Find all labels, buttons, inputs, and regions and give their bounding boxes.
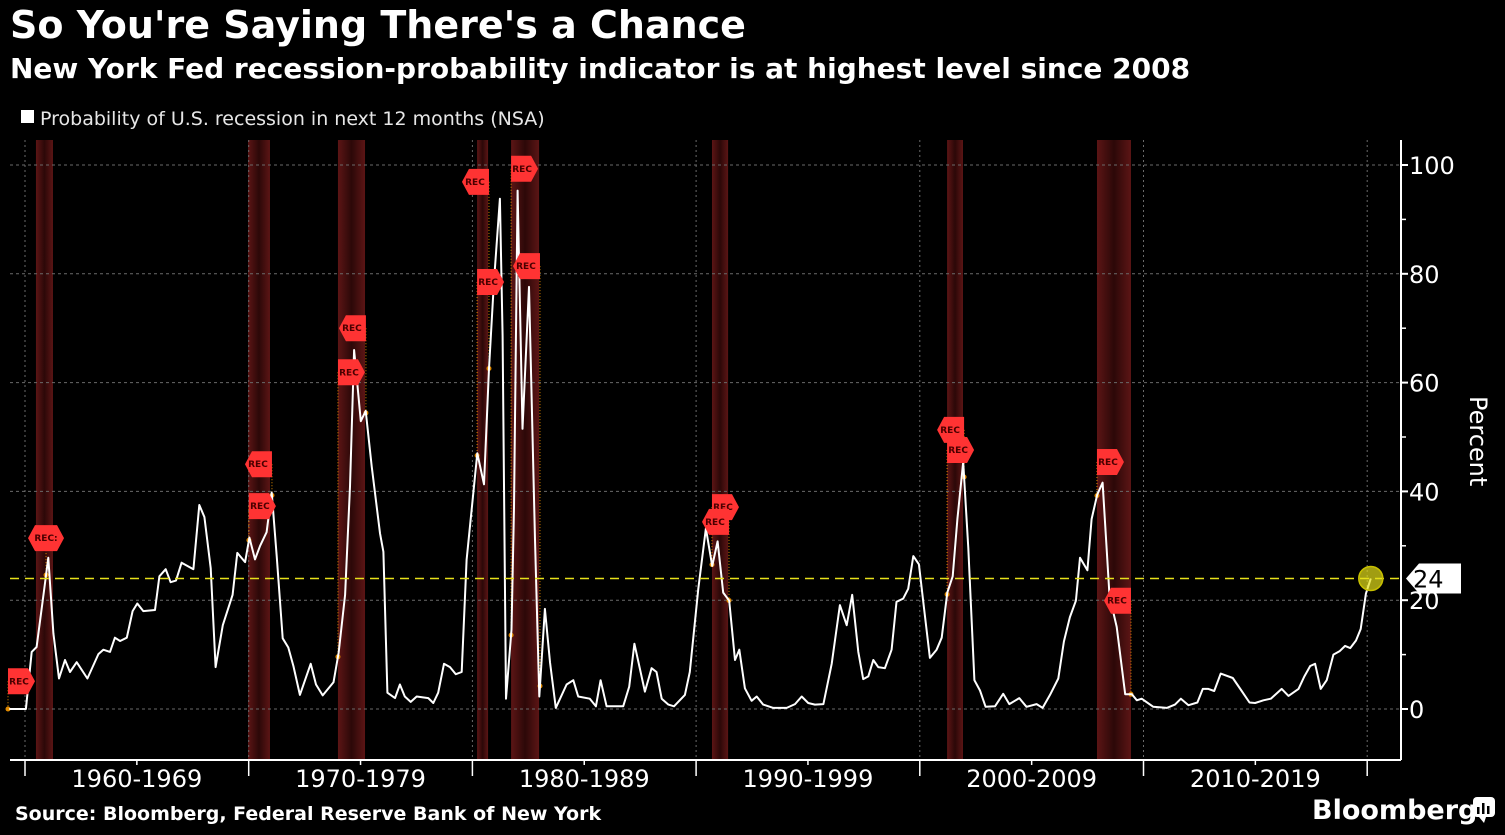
y-axis-label: Percent	[1464, 396, 1492, 486]
rec-flag: REC	[244, 451, 272, 478]
rec-flag-label: REC	[940, 426, 960, 436]
rec-flag-shape	[937, 416, 965, 443]
rec-flag: REC	[511, 155, 539, 182]
rec-flag: REC	[248, 493, 276, 520]
rec-flag: REC:	[28, 525, 65, 552]
rec-flag-label: REC	[342, 324, 362, 334]
rec-flag-label: REC	[248, 460, 268, 470]
highlight-group: 24	[10, 563, 1461, 594]
rec-flag: REC	[701, 508, 729, 535]
rec-flag-shape	[338, 315, 366, 342]
rec-flag-shape	[701, 508, 729, 535]
rec-flag: REC	[337, 359, 365, 386]
rec-flag-shape	[248, 493, 276, 520]
rec-flag-label: REC	[465, 178, 485, 188]
y-tick-label: 80	[1409, 261, 1440, 289]
legend: Probability of U.S. recession in next 12…	[21, 108, 545, 130]
x-tick-label: 1970-1979	[295, 765, 426, 793]
rec-flag: REC	[338, 315, 366, 342]
rec-marker-dot	[5, 706, 11, 712]
y-tick-label: 100	[1409, 152, 1455, 180]
rec-flag-label: REC	[516, 262, 536, 272]
legend-swatch	[21, 110, 34, 123]
rec-flag-label: REC:	[34, 534, 57, 544]
source-note: Source: Bloomberg, Federal Reserve Bank …	[15, 803, 601, 825]
rec-flag-label: REC	[339, 368, 359, 378]
chart-title: So You're Saying There's a Chance	[10, 3, 746, 47]
x-tick-label: 1990-1999	[743, 765, 874, 793]
rec-flag-label: REC	[512, 165, 532, 175]
rec-flag-shape	[511, 155, 539, 182]
chart-bubble-icon	[1473, 797, 1495, 823]
legend-label: Probability of U.S. recession in next 12…	[40, 108, 545, 130]
series-line-group	[9, 189, 1372, 710]
rec-flag-shape	[28, 525, 65, 552]
rec-flag-shape	[1103, 587, 1131, 614]
rec-flag: REC	[1103, 587, 1131, 614]
latest-value-callout	[1406, 563, 1461, 594]
y-tick-label: 40	[1409, 478, 1440, 506]
recession-band	[711, 140, 729, 760]
recession-band	[477, 140, 489, 760]
y-tick-label: 0	[1409, 696, 1424, 724]
rec-flag-label: REC	[250, 502, 270, 512]
recession-band	[35, 140, 53, 760]
rec-flag: REC	[477, 268, 505, 295]
recession-band	[248, 140, 270, 760]
chart-subtitle: New York Fed recession-probability indic…	[10, 52, 1190, 85]
rec-flag-label: REC	[9, 677, 29, 687]
y-tick-label: 60	[1409, 370, 1440, 398]
rec-flags: REC REC: REC REC REC REC REC REC REC REC REC REC REC…	[7, 155, 1131, 695]
rec-flag: REC	[7, 668, 35, 695]
rec-flag-label: REC	[705, 518, 725, 528]
rec-flag-shape	[337, 359, 365, 386]
x-tick-label: 1980-1989	[519, 765, 650, 793]
x-tick-label: 1960-1969	[71, 765, 202, 793]
x-tick-label: 2000-2009	[966, 765, 1097, 793]
rec-flag-shape	[7, 668, 35, 695]
rec-flag-label: REC	[948, 446, 968, 456]
recession-band	[511, 140, 540, 760]
rec-flag-shape	[512, 253, 540, 280]
rec-flag-shape	[244, 451, 272, 478]
rec-flag-label: REC	[1107, 597, 1127, 607]
rec-flag-label: REC	[1098, 458, 1118, 468]
series-line	[9, 189, 1372, 710]
rec-flag-label: REC	[478, 278, 498, 288]
rec-flag: REC	[461, 168, 489, 195]
rec-flag: REC	[947, 437, 975, 464]
rec-flag-shape	[477, 268, 505, 295]
rec-flag: REC	[937, 416, 965, 443]
rec-flag-label: REC	[713, 503, 733, 513]
x-tick-label: 2010-2019	[1190, 765, 1321, 793]
rec-flag: REC	[1096, 449, 1124, 476]
rec-flag-shape	[461, 168, 489, 195]
bloomberg-logo: Bloomberg	[1312, 795, 1477, 826]
rec-flag: REC	[512, 253, 540, 280]
rec-flag-shape	[1096, 449, 1124, 476]
rec-flag-shape	[947, 437, 975, 464]
latest-value-marker	[1358, 565, 1384, 592]
latest-value-label: 24	[1413, 565, 1444, 593]
gridlines	[10, 140, 1401, 760]
